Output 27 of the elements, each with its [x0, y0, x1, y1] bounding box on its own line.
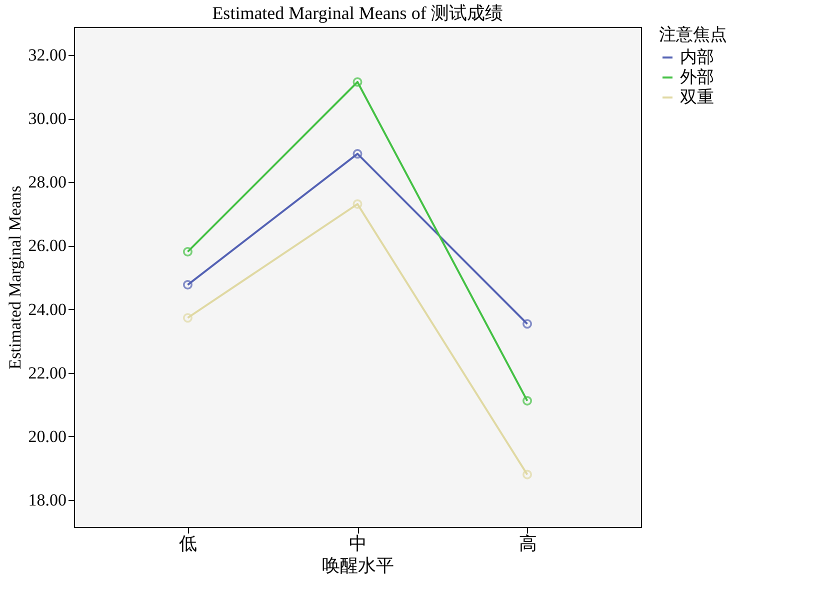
legend-label: 外部 [680, 68, 714, 86]
y-tick-label: 24.00 [28, 300, 66, 319]
legend-label: 内部 [680, 48, 714, 66]
point [522, 396, 532, 406]
point [352, 199, 362, 209]
chart-title: Estimated Marginal Means of 测试成绩 [212, 3, 503, 23]
legend-title: 注意焦点 [659, 25, 727, 44]
y-tick-label: 32.00 [28, 45, 66, 64]
y-tick-label: 26.00 [28, 236, 66, 256]
y-tick-label: 22.00 [28, 363, 66, 382]
y-axis-title: Estimated Marginal Means [5, 186, 24, 370]
point [352, 77, 362, 87]
point [352, 149, 362, 159]
x-tick-label: 高 [518, 534, 537, 554]
x-tick-label: 低 [179, 534, 198, 554]
y-tick-label: 28.00 [28, 172, 66, 192]
point [522, 319, 532, 329]
point [182, 313, 193, 323]
legend-label: 双重 [680, 88, 714, 106]
point [182, 280, 193, 290]
y-tick-label: 20.00 [28, 426, 66, 446]
x-axis-title: 唤醒水平 [322, 556, 394, 576]
y-tick-label: 18.00 [28, 490, 66, 510]
y-tick-label: 30.00 [28, 109, 66, 128]
point [182, 246, 193, 256]
x-tick-label: 中 [349, 534, 367, 554]
point [522, 470, 532, 480]
